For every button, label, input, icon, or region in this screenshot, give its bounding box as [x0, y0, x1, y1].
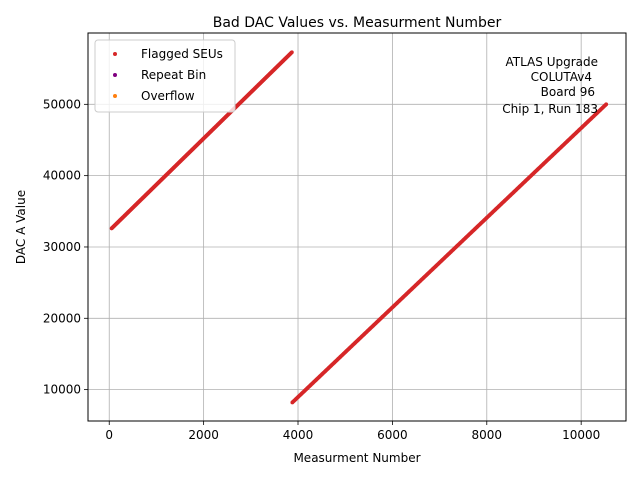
plot-frame — [87, 32, 627, 422]
y-tick-label: 20000 — [43, 311, 81, 325]
axis-ticks: 0 2000 4000 6000 8000 10000 10000 20000 30000 400… — [43, 97, 600, 442]
legend-marker-overflow — [113, 94, 117, 98]
legend-box — [94, 39, 236, 113]
x-tick-label: 4000 — [283, 428, 314, 442]
data-point — [289, 50, 294, 55]
legend-marker-flagged-seus — [113, 52, 117, 56]
y-tick-label: 50000 — [43, 97, 81, 111]
legend: Flagged SEUs Repeat Bin Overflow — [94, 39, 236, 113]
annotation-line-4: Chip 1, Run 183 — [502, 102, 598, 116]
y-tick-label: 10000 — [43, 383, 81, 397]
run-annotation: ATLAS Upgrade COLUTAv4 Board 96 Chip 1, … — [502, 55, 598, 116]
legend-label-repeat-bin: Repeat Bin — [141, 68, 206, 82]
x-tick-label: 8000 — [472, 428, 503, 442]
x-tick-label: 2000 — [188, 428, 219, 442]
data-point — [604, 102, 609, 107]
annotation-line-1: ATLAS Upgrade — [505, 55, 598, 69]
x-axis-label: Measurment Number — [293, 451, 420, 465]
x-tick-label: 0 — [105, 428, 113, 442]
data-points — [109, 50, 609, 405]
y-tick-label: 40000 — [43, 169, 81, 183]
y-axis-label: DAC A Value — [14, 190, 28, 264]
x-tick-label: 10000 — [562, 428, 600, 442]
annotation-line-3: Board 96 — [541, 85, 595, 99]
y-tick-label: 30000 — [43, 240, 81, 254]
legend-label-overflow: Overflow — [141, 89, 195, 103]
legend-label-flagged-seus: Flagged SEUs — [141, 47, 223, 61]
annotation-line-2: COLUTAv4 — [531, 70, 592, 84]
chart-title: Bad DAC Values vs. Measurment Number — [213, 15, 502, 31]
x-tick-label: 6000 — [377, 428, 408, 442]
legend-marker-repeat-bin — [113, 73, 117, 77]
